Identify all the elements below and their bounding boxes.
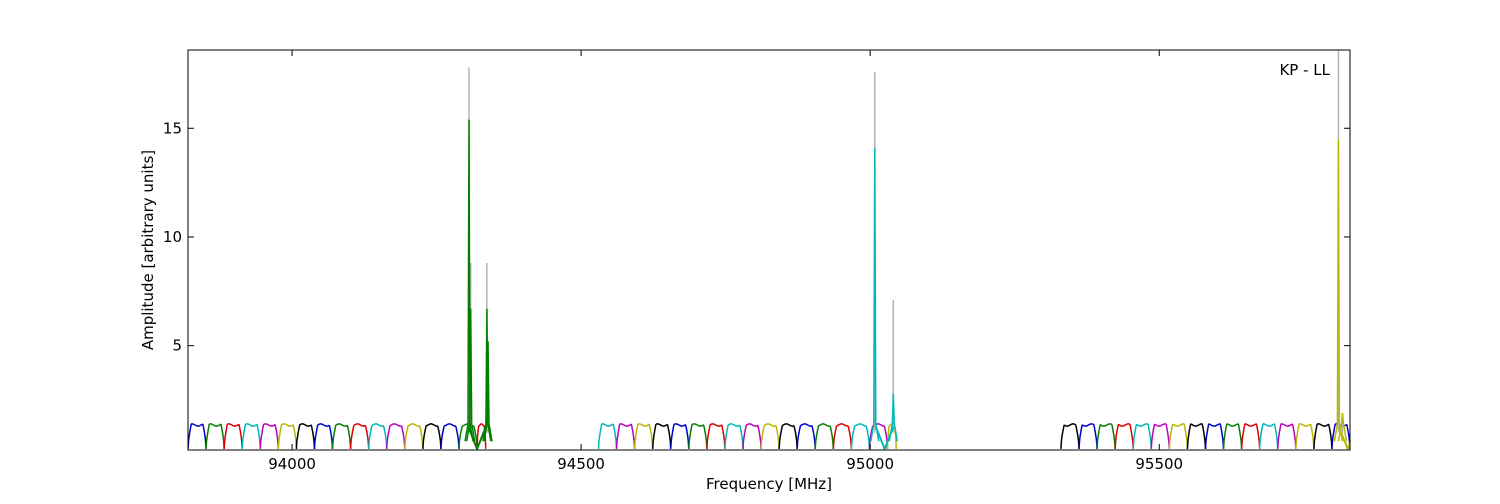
line-region-trace <box>1338 426 1350 450</box>
baseline-channel-band-2 <box>669 423 690 449</box>
baseline-channel-band-2 <box>868 423 889 449</box>
baseline-channel-band-3 <box>1150 423 1171 449</box>
baseline-channel-band-1 <box>349 423 370 449</box>
baseline-channel-band-1 <box>385 423 406 449</box>
spectral-line-peak <box>483 341 493 442</box>
baseline-channel-band-2 <box>615 423 636 449</box>
baseline-channel-band-3 <box>1060 423 1080 449</box>
baseline-channel-band-1 <box>277 423 298 449</box>
baseline-channel-band-2 <box>706 423 726 449</box>
baseline-channel-band-1 <box>313 423 334 449</box>
baseline-channel-band-3 <box>1186 423 1207 449</box>
y-tick-label: 10 <box>163 228 182 246</box>
baseline-channel-band-2 <box>633 423 654 449</box>
annotation-label: KP - LL <box>1279 61 1330 79</box>
baseline-channel-band-2 <box>724 423 744 449</box>
spectral-line-peak <box>464 119 474 442</box>
baseline-channel-band-3 <box>1258 423 1279 449</box>
plot-area <box>188 50 1350 450</box>
baseline-channel-band-1 <box>205 423 225 449</box>
y-tick-label: 15 <box>163 119 182 137</box>
x-tick-label: 95000 <box>846 455 894 473</box>
baseline-channel-band-3 <box>1132 423 1153 449</box>
y-tick-label: 5 <box>172 337 182 355</box>
line-region-trace <box>875 426 895 450</box>
baseline-channel-band-2 <box>778 423 798 449</box>
baseline-channel-band-2 <box>796 423 816 449</box>
baseline-channel-band-2 <box>597 423 618 449</box>
plot-frame <box>187 49 1351 451</box>
baseline-channel-band-1 <box>241 423 262 449</box>
y-axis-label: Amplitude [arbitrary units] <box>139 150 157 350</box>
baseline-channel-band-3 <box>1222 423 1243 449</box>
baseline-channel-band-2 <box>651 423 672 449</box>
baseline-channel-band-3 <box>1078 423 1098 449</box>
x-axis-label: Frequency [MHz] <box>706 475 832 493</box>
x-tick-label: 94500 <box>557 455 605 473</box>
baseline-channel-band-1 <box>440 423 460 449</box>
baseline-channel-band-1 <box>422 423 442 449</box>
baseline-channel-band-1 <box>188 423 207 449</box>
baseline-channel-band-3 <box>1295 423 1315 449</box>
baseline-channel-band-2 <box>814 423 835 449</box>
line-region-trace <box>467 426 487 450</box>
baseline-channel-band-1 <box>476 423 487 449</box>
baseline-channel-band-3 <box>1114 423 1134 449</box>
baseline-channel-band-2 <box>742 423 762 449</box>
baseline-channel-band-3 <box>1240 423 1261 449</box>
baseline-channel-band-3 <box>1168 423 1189 449</box>
baseline-channel-band-3 <box>1204 423 1225 449</box>
baseline-channel-band-1 <box>295 423 316 449</box>
baseline-channel-band-3 <box>1096 423 1116 449</box>
baseline-channel-band-3 <box>1313 423 1333 449</box>
baseline-channel-band-3 <box>1276 423 1297 449</box>
x-tick-label: 94000 <box>268 455 316 473</box>
baseline-channel-band-2 <box>832 423 853 449</box>
baseline-channel-band-2 <box>850 423 871 449</box>
axis-ticks: 94000 94500 95000 95500 5 10 15 <box>163 50 1350 473</box>
baseline-channel-band-1 <box>331 423 352 449</box>
baseline-channel-band-1 <box>223 423 243 449</box>
baseline-channel-band-1 <box>259 423 280 449</box>
baseline-channel-band-1 <box>367 423 388 449</box>
baseline-channel-band-1 <box>404 423 424 449</box>
baseline-channel-band-2 <box>760 423 780 449</box>
baseline-channel-band-2 <box>688 423 708 449</box>
x-tick-label: 95500 <box>1135 455 1183 473</box>
